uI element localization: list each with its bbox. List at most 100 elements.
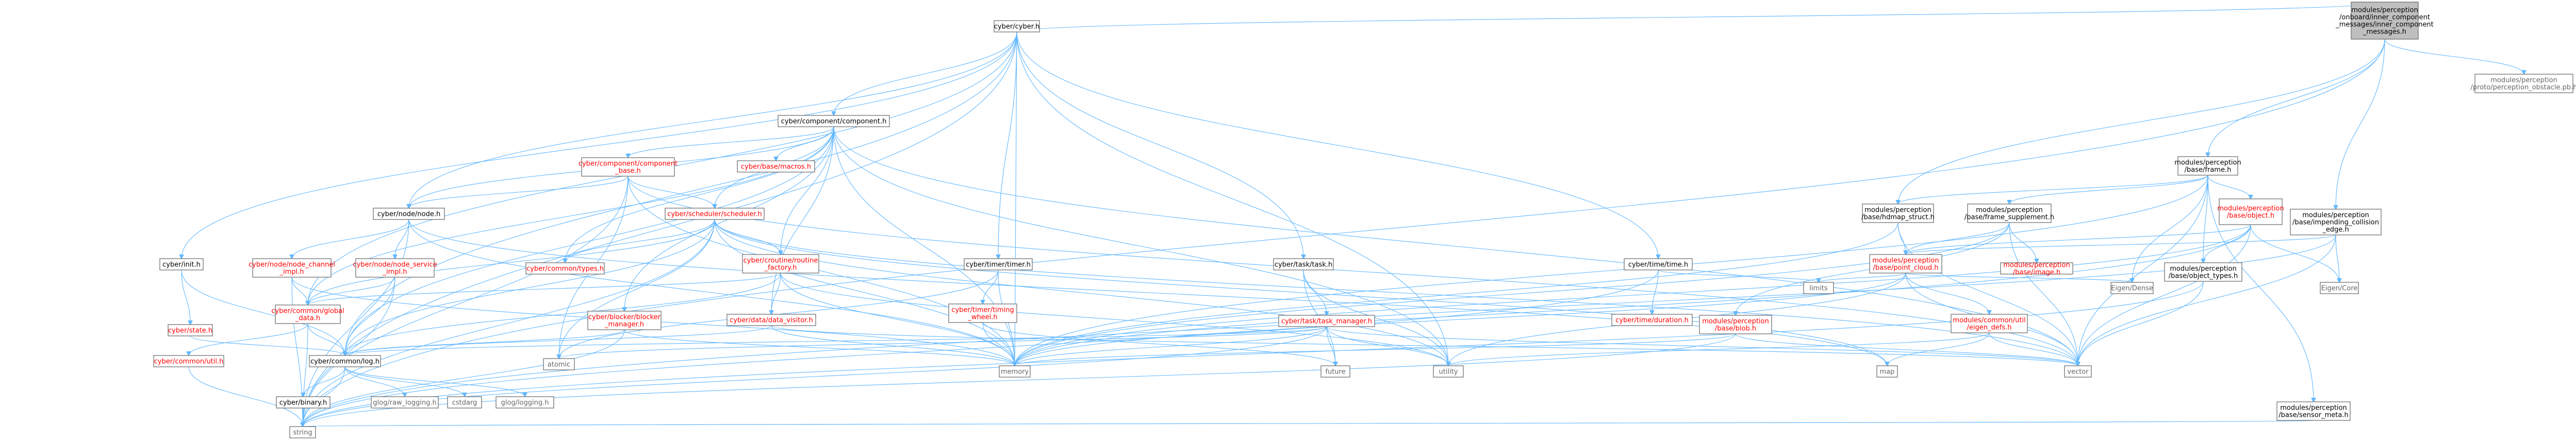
- edge-component_h-to-data_visitor: [771, 126, 834, 314]
- node-task_manager[interactable]: cyber/task/task_manager.h: [1278, 315, 1375, 327]
- node-eigen_core: Eigen/Core: [2320, 282, 2359, 294]
- edge-common_log-to-binary_h: [303, 366, 345, 397]
- node-label: memory: [1001, 368, 1029, 376]
- node-label: modules/perception: [2351, 7, 2418, 14]
- node-label: _impl.h: [382, 268, 407, 276]
- node-future: future: [1320, 365, 1350, 378]
- node-label: cyber/common/types.h: [526, 265, 604, 273]
- edge-point_cloud-to-eigen_defs: [1905, 273, 1989, 314]
- node-box: [964, 258, 1033, 270]
- node-node_channel_impl[interactable]: cyber/node/node_channel_impl.h: [249, 258, 335, 278]
- node-label: cyber/init.h: [162, 261, 201, 269]
- node-hdmap_struct[interactable]: modules/perception/base/hdmap_struct.h: [1861, 203, 1935, 223]
- node-box: [1278, 315, 1375, 327]
- edge-root-to-string: [303, 39, 2385, 427]
- node-common_types[interactable]: cyber/common/types.h: [525, 262, 605, 275]
- node-init_h[interactable]: cyber/init.h: [159, 258, 204, 270]
- edge-component_h-to-routine_factory: [781, 126, 834, 255]
- node-memory: memory: [999, 365, 1031, 378]
- edge-eigen_defs-to-vector: [1989, 332, 2078, 366]
- node-label: modules/perception: [1702, 318, 1769, 326]
- edge-component_h-to-memory: [833, 126, 1015, 366]
- node-base_macros[interactable]: cyber/base/macros.h: [737, 160, 815, 173]
- node-scheduler_h[interactable]: cyber/scheduler/scheduler.h: [665, 208, 765, 220]
- edge-frame_h-to-base_object: [2207, 175, 2251, 199]
- edge-task_manager-to-common_log: [345, 326, 1327, 355]
- edge-task_manager-to-future: [1326, 326, 1335, 366]
- edge-state_h-to-common_log: [190, 335, 345, 355]
- edge-timing_wheel-to-memory: [982, 322, 1015, 366]
- node-global_data[interactable]: cyber/common/global_data.h: [271, 304, 344, 324]
- node-box: [447, 396, 482, 409]
- edge-blob_h-to-string: [303, 333, 1736, 427]
- node-box: [994, 20, 1040, 32]
- node-blob_h[interactable]: modules/perception/base/blob.h: [1699, 315, 1772, 334]
- edge-component_base-to-node_h: [409, 176, 629, 208]
- node-label: /base/impending_collision: [2292, 219, 2379, 227]
- node-component_base[interactable]: cyber/component/component_base.h: [579, 157, 678, 177]
- node-node_h[interactable]: cyber/node/node.h: [373, 208, 445, 220]
- edge-eigen_defs-to-utility: [1448, 332, 1990, 366]
- node-binary_h[interactable]: cyber/binary.h: [276, 396, 331, 409]
- edge-blocker_manager-to-string: [303, 329, 625, 427]
- node-box: [587, 311, 662, 330]
- node-time_h[interactable]: cyber/time/time.h: [1624, 258, 1693, 270]
- node-label: map: [1880, 368, 1895, 376]
- edge-component_base-to-memory: [628, 176, 1015, 366]
- node-box: [2000, 262, 2073, 275]
- node-box: [1273, 258, 1334, 270]
- node-state_h[interactable]: cyber/state.h: [168, 324, 213, 336]
- node-frame_h[interactable]: modules/perception/base/frame.h: [2174, 156, 2241, 176]
- edge-scheduler_h-to-routine_factory: [714, 219, 781, 255]
- edge-data_visitor-to-vector: [771, 325, 2078, 366]
- node-box: [159, 258, 204, 270]
- node-common_util[interactable]: cyber/common/util.h: [153, 355, 224, 367]
- edge-global_data-to-common_log: [307, 323, 345, 355]
- node-label: glog/raw_logging.h: [373, 399, 436, 407]
- node-label: modules/perception: [2174, 159, 2241, 167]
- node-label: /base/object.h: [2227, 212, 2274, 220]
- edge-hdmap_struct-to-memory: [1015, 222, 1898, 366]
- edge-data_visitor-to-common_log: [345, 325, 772, 355]
- node-label: cyber/time/time.h: [1628, 261, 1688, 269]
- node-cyber_h[interactable]: cyber/cyber.h: [994, 20, 1040, 32]
- node-atomic: atomic: [543, 358, 575, 370]
- edge-frame_supplement-to-point_cloud: [1906, 222, 2010, 255]
- node-point_cloud[interactable]: modules/perception/base/point_cloud.h: [1869, 254, 1942, 274]
- node-node_service_impl[interactable]: cyber/node/node_service_impl.h: [353, 258, 437, 278]
- node-timing_wheel[interactable]: cyber/timer/timing_wheel.h: [948, 303, 1017, 323]
- node-label: _wheel.h: [967, 314, 997, 321]
- node-eigen_defs[interactable]: modules/common/util/eigen_defs.h: [1951, 314, 2028, 333]
- node-object_types[interactable]: modules/perception/base/object_types.h: [2164, 262, 2242, 282]
- edge-impending_collision-to-vector: [2078, 234, 2336, 366]
- node-task_h[interactable]: cyber/task/task.h: [1273, 258, 1334, 270]
- node-label: modules/perception: [2217, 205, 2284, 213]
- node-frame_supplement[interactable]: modules/perception/base/frame_supplement…: [1964, 203, 2054, 223]
- node-base_image[interactable]: modules/perception/base/image.h: [2000, 262, 2073, 277]
- node-label: atomic: [548, 361, 570, 369]
- node-label: cyber/component/component.h: [781, 118, 887, 126]
- node-component_h[interactable]: cyber/component/component.h: [778, 115, 890, 127]
- node-root[interactable]: modules/perception/onboard/inner_compone…: [2335, 2, 2434, 40]
- edge-impending_collision-to-eigen_core: [2335, 234, 2339, 282]
- node-data_visitor[interactable]: cyber/data/data_visitor.h: [726, 314, 816, 326]
- node-box: [252, 258, 332, 278]
- edge-cyber_h-to-component_h: [834, 31, 1017, 115]
- node-label: cyber/task/task.h: [1275, 261, 1332, 269]
- node-box: [2164, 262, 2242, 282]
- node-blocker_manager[interactable]: cyber/blocker/blocker_manager.h: [587, 311, 662, 330]
- node-routine_factory[interactable]: cyber/croutine/routine_factory.h: [742, 254, 819, 274]
- node-timer_h[interactable]: cyber/timer/timer.h: [964, 258, 1033, 270]
- node-time_duration[interactable]: cyber/time/duration.h: [1611, 314, 1693, 326]
- node-common_log[interactable]: cyber/common/log.h: [309, 355, 381, 367]
- node-box: [168, 324, 213, 336]
- node-box: [726, 314, 816, 326]
- node-box: [1320, 365, 1350, 378]
- node-base_sensor_meta[interactable]: modules/perception/base/sensor_meta.h: [2276, 401, 2351, 421]
- edge-node_h-to-node_service_impl: [395, 219, 409, 259]
- node-impending_collision[interactable]: modules/perception/base/impending_collis…: [2290, 209, 2382, 235]
- node-base_object[interactable]: modules/perception/base/object.h: [2217, 198, 2284, 225]
- node-label: cyber/task/task_manager.h: [1281, 318, 1372, 326]
- edge-component_h-to-common_types: [565, 126, 834, 263]
- edge-global_data-to-string: [303, 323, 308, 427]
